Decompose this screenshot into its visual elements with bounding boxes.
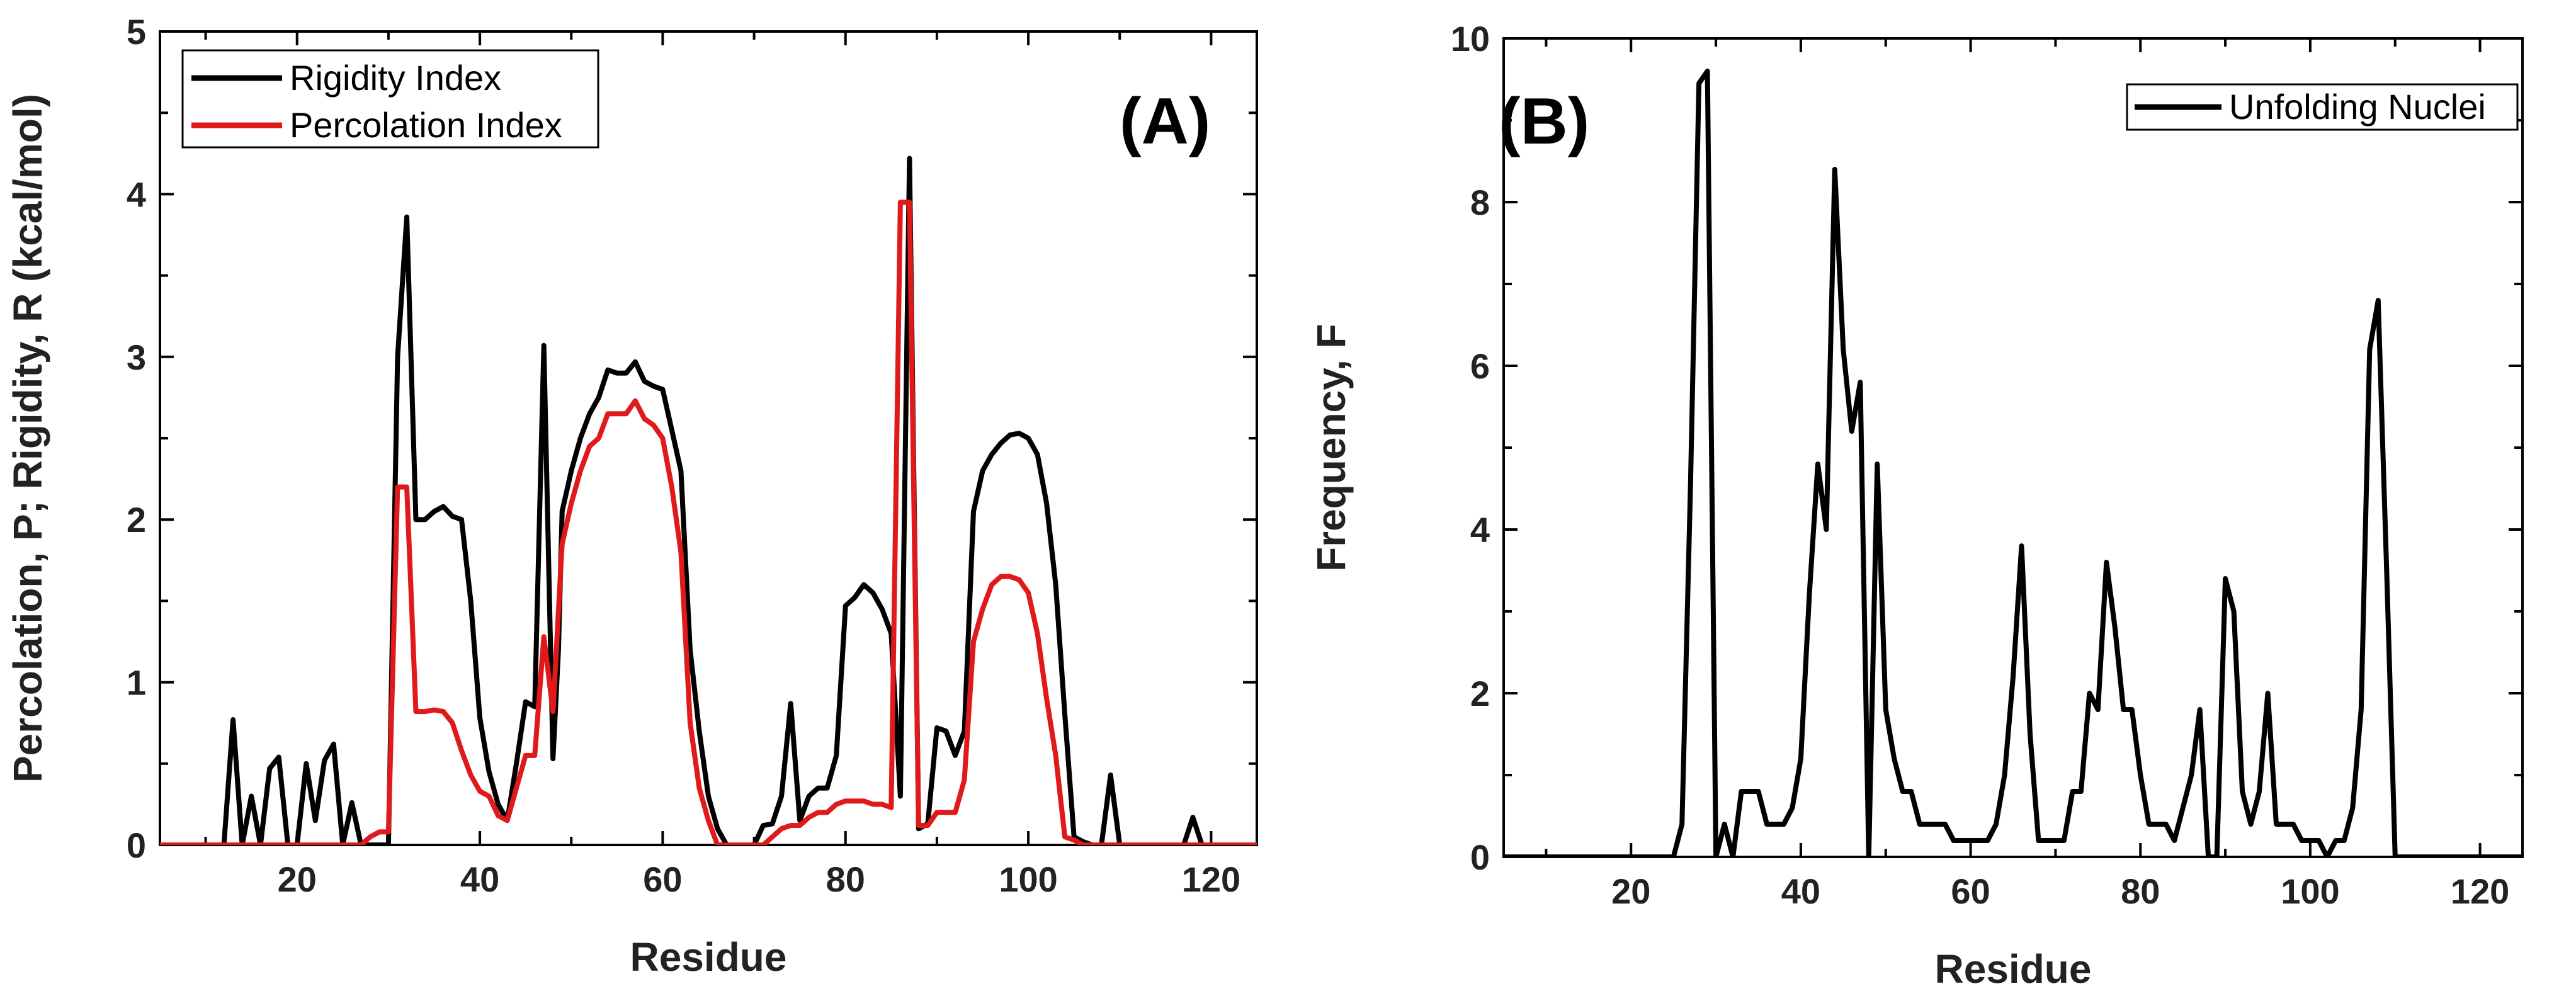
- panel-a: 20 40 60 80 100 120 0 1 2 3 4 5 Residue Percolation, …: [5, 12, 1258, 980]
- x-tick-label: 120: [1182, 859, 1240, 899]
- panel-b: 20 40 60 80 100 120 0 2 4 6 8 10 Residue Frequency, F…: [1308, 19, 2524, 992]
- y-tick-label: 5: [127, 12, 146, 52]
- y-tick-label: 4: [1470, 510, 1490, 550]
- legend: Rigidity Index Percolation Index: [181, 49, 599, 149]
- legend: Unfolding Nuclei: [2126, 83, 2519, 131]
- x-tick-label: 40: [1781, 871, 1820, 911]
- y-axis-label: Percolation, P; Rigidity, R (kcal/mol): [5, 94, 50, 783]
- x-axis-label: Residue: [630, 934, 787, 980]
- x-tick-label: 80: [826, 859, 865, 899]
- x-tick-label: 60: [1951, 871, 1990, 911]
- y-tick-label: 8: [1470, 183, 1490, 222]
- y-tick-label: 6: [1470, 346, 1490, 386]
- x-tick-label: 80: [2121, 871, 2160, 911]
- x-tick-label: 20: [278, 859, 317, 899]
- y-tick-label: 0: [127, 825, 146, 865]
- x-tick-label: 100: [999, 859, 1057, 899]
- x-tick-label: 60: [643, 859, 682, 899]
- series-line-rigidity-index: [160, 156, 1257, 845]
- x-tick-label: 120: [2451, 871, 2509, 911]
- panel-label: (A): [1120, 85, 1210, 158]
- plot-frame: [159, 30, 1258, 846]
- y-tick-label: 1: [127, 663, 146, 703]
- panel-label: (B): [1499, 85, 1589, 158]
- y-tick-label: 2: [127, 500, 146, 540]
- y-axis-label: Frequency, F: [1308, 324, 1354, 572]
- y-tick-label: 4: [127, 174, 146, 214]
- y-tick-label: 10: [1451, 19, 1490, 59]
- x-tick-label: 40: [460, 859, 499, 899]
- series-line-unfolding-nuclei: [1504, 69, 2522, 857]
- legend-label: Unfolding Nuclei: [2229, 87, 2486, 127]
- x-tick-label: 100: [2281, 871, 2339, 911]
- legend-label: Rigidity Index: [290, 58, 501, 98]
- x-tick-label: 20: [1611, 871, 1650, 911]
- x-axis-label: Residue: [1935, 946, 2092, 992]
- y-tick-label: 3: [127, 337, 146, 377]
- legend-label: Percolation Index: [290, 105, 562, 145]
- y-tick-label: 0: [1470, 837, 1490, 877]
- legend-box: [181, 49, 599, 149]
- y-tick-label: 2: [1470, 674, 1490, 713]
- series-line-percolation-index: [160, 200, 1257, 845]
